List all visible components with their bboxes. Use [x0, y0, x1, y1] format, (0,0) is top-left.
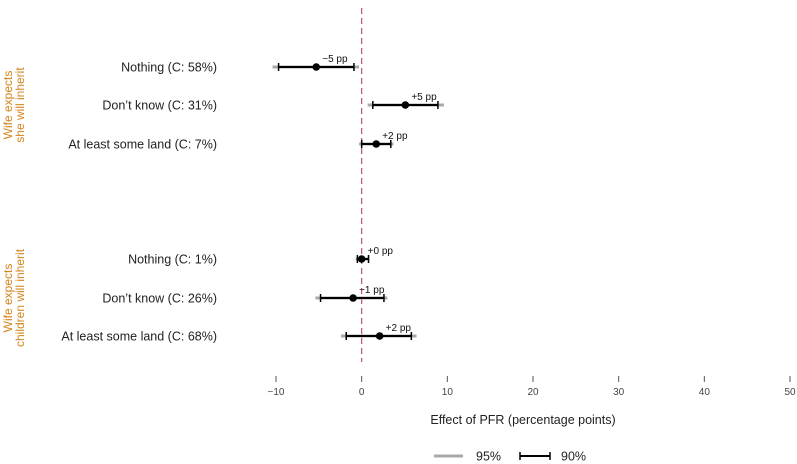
point-estimate: [312, 63, 321, 71]
group-label-line: Wife expects: [1, 71, 15, 140]
row-label: At least some land (C: 7%): [68, 138, 217, 152]
row-label: Nothing (C: 1%): [128, 253, 217, 267]
point-estimate: [375, 332, 384, 340]
x-tick-label: 0: [359, 387, 365, 398]
legend-label-95: 95%: [476, 450, 501, 464]
x-tick-label: 10: [442, 387, 454, 398]
estimates: −5 pp +5 pp +2 pp +0 pp −1 pp +2 pp: [272, 54, 444, 340]
x-tick-label: 50: [784, 387, 796, 398]
legend: 95% 90%: [434, 450, 586, 464]
x-tick-label: 20: [527, 387, 539, 398]
effect-annotation: −5 pp: [322, 54, 348, 65]
group-label-line: Wife expects: [1, 264, 15, 333]
group-label-line: children will inherit: [13, 248, 27, 347]
row-labels: Nothing (C: 58%) Don’t know (C: 31%) At le…: [61, 61, 217, 344]
row-label: Nothing (C: 58%): [121, 61, 217, 75]
effect-annotation: +5 pp: [411, 92, 437, 103]
legend-label-90: 90%: [561, 450, 586, 464]
point-estimate: [357, 255, 366, 263]
group-label: Wife expectschildren will inherit: [1, 248, 27, 347]
point-estimate: [401, 101, 410, 109]
x-axis-label: Effect of PFR (percentage points): [430, 413, 615, 427]
point-estimate: [349, 294, 357, 302]
group-label: Wife expectsshe will inherit: [1, 67, 27, 143]
x-tick-label: −10: [268, 387, 285, 398]
effect-annotation: +2 pp: [386, 323, 412, 334]
group-label-line: she will inherit: [13, 67, 27, 143]
x-axis: −10 0 10 20 30 40 50: [268, 376, 796, 398]
point-estimate: [372, 140, 381, 148]
row-label: At least some land (C: 68%): [61, 330, 217, 344]
row-label: Don’t know (C: 31%): [102, 99, 217, 113]
row-label: Don’t know (C: 26%): [102, 292, 217, 306]
x-tick-label: 30: [613, 387, 625, 398]
effect-annotation: +2 pp: [382, 131, 408, 142]
effect-annotation: −1 pp: [359, 285, 385, 296]
x-tick-label: 40: [699, 387, 711, 398]
effect-annotation: +0 pp: [368, 246, 394, 257]
